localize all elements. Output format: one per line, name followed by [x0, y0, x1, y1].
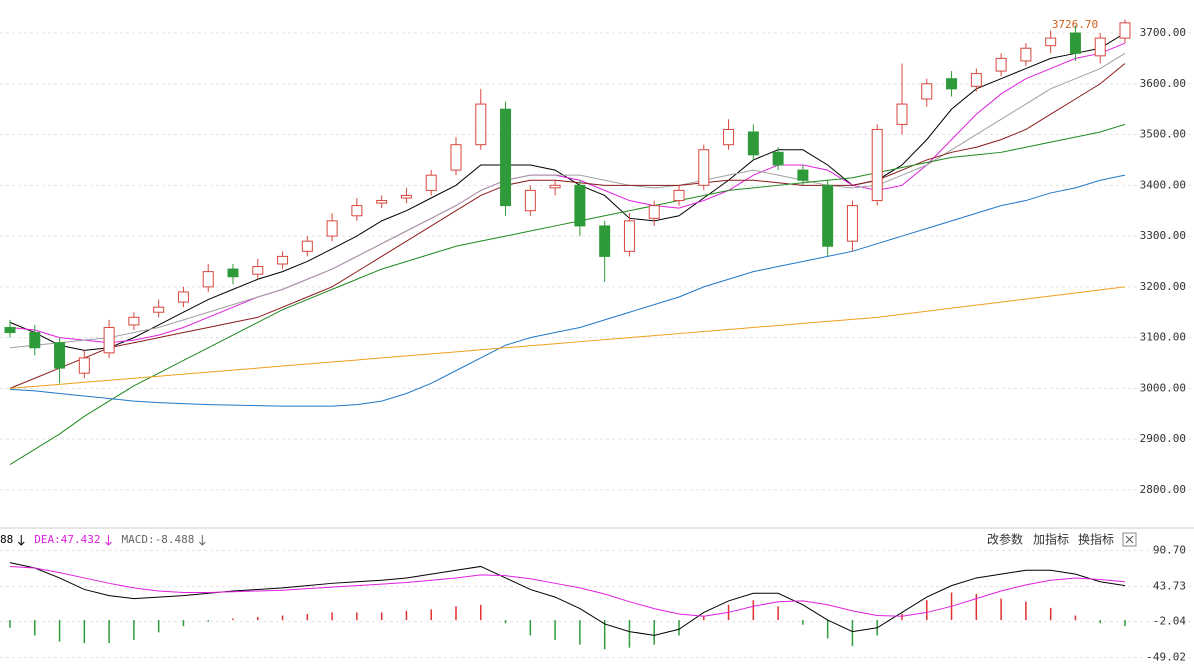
indicator-line: [9, 174, 1126, 407]
candle-body: [896, 103, 908, 125]
legend-arrow: [105, 535, 112, 546]
candle-body: [277, 255, 289, 265]
indicator-line: [9, 565, 1126, 617]
toolbar-button[interactable]: 换指标: [1078, 532, 1114, 547]
candle-body: [1069, 32, 1081, 54]
candle-body: [450, 144, 462, 171]
y-tick-label: 3700.00: [1140, 26, 1186, 39]
candle-body: [227, 268, 239, 278]
candle-body: [623, 220, 635, 252]
close-button[interactable]: [1122, 532, 1137, 547]
y-tick-label: 43.73: [1153, 580, 1186, 593]
candle-body: [376, 200, 388, 204]
candle-body: [326, 220, 338, 237]
close-icon[interactable]: [1125, 535, 1134, 544]
candle-body: [524, 189, 536, 212]
y-tick-label: 3600.00: [1140, 77, 1186, 90]
candle-body: [400, 194, 412, 199]
candle-body: [475, 103, 487, 146]
candle-body: [574, 184, 586, 227]
candle-body: [648, 205, 660, 219]
candle-body: [425, 174, 437, 191]
indicator-line: [9, 52, 1126, 349]
toolbar-button[interactable]: 改参数: [987, 532, 1023, 547]
candle-body: [4, 326, 16, 334]
candle-body: [871, 128, 883, 202]
candle-body: [946, 78, 958, 90]
candle-body: [698, 149, 710, 186]
y-tick-label: 3500.00: [1140, 128, 1186, 141]
y-tick-label: 3300.00: [1140, 229, 1186, 242]
candle-body: [995, 57, 1007, 72]
y-tick-label: -2.04: [1153, 615, 1186, 628]
candle-body: [78, 357, 90, 374]
legend-entry: DEA:47.432: [34, 533, 100, 546]
candle-body: [723, 128, 735, 146]
candle-body: [29, 332, 41, 349]
y-tick-label: 3100.00: [1140, 331, 1186, 344]
candle-body: [1094, 37, 1106, 57]
candle-body: [54, 342, 66, 369]
candle-body: [1045, 37, 1057, 47]
candle-body: [747, 131, 759, 156]
candle-body: [128, 316, 140, 326]
legend-entry: 88: [0, 533, 13, 546]
candle-body: [103, 326, 115, 354]
candle-body: [301, 240, 313, 252]
candle-body: [177, 291, 189, 303]
candle-body: [351, 205, 363, 217]
y-tick-label: -49.02: [1146, 651, 1186, 664]
y-tick-label: 3000.00: [1140, 381, 1186, 394]
legend-entry: MACD:-8.488: [121, 533, 194, 546]
candle-body: [772, 151, 784, 166]
candle-body: [153, 306, 165, 313]
candle-body: [970, 73, 982, 87]
indicator-line: [9, 123, 1126, 465]
candle-body: [1119, 22, 1131, 39]
toolbar-button[interactable]: 加指标: [1033, 532, 1069, 547]
legend-arrow: [17, 535, 25, 546]
candle-body: [500, 108, 512, 207]
high-annotation: 3726.70: [1052, 18, 1098, 31]
legend-arrow: [198, 535, 206, 546]
y-tick-label: 3400.00: [1140, 178, 1186, 191]
y-tick-label: 2800.00: [1140, 483, 1186, 496]
candle-body: [549, 184, 561, 189]
y-tick-label: 2900.00: [1140, 432, 1186, 445]
candle-body: [1020, 47, 1032, 62]
candle-body: [599, 225, 611, 257]
candle-body: [822, 184, 834, 247]
indicator-line: [9, 562, 1126, 636]
y-tick-label: 3200.00: [1140, 280, 1186, 293]
y-tick-label: 90.70: [1153, 544, 1186, 557]
candle-body: [797, 169, 809, 181]
indicator-line: [9, 42, 1126, 344]
candle-body: [673, 189, 685, 202]
candle-body: [252, 266, 264, 275]
indicator-line: [9, 63, 1126, 389]
candle-body: [921, 83, 933, 100]
candle-body: [846, 205, 858, 242]
candle-body: [202, 271, 214, 288]
indicator-line: [9, 286, 1126, 389]
